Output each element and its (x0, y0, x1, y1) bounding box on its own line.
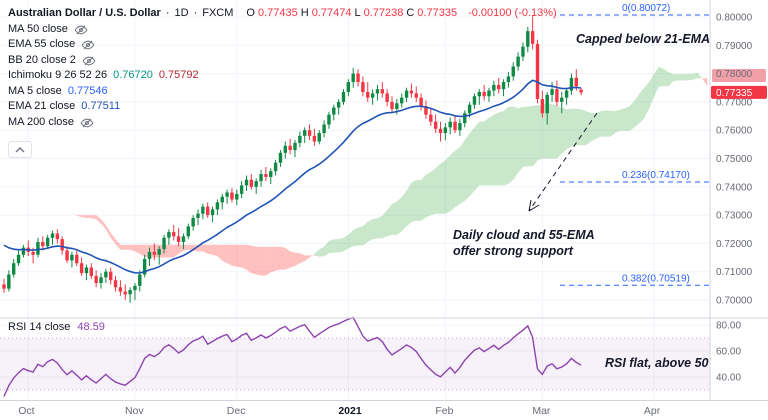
svg-text:0.77000: 0.77000 (716, 97, 753, 108)
time-axis-label: Mar (532, 405, 551, 417)
svg-text:0.79000: 0.79000 (716, 41, 753, 52)
svg-text:0.76000: 0.76000 (716, 126, 753, 137)
svg-text:0.77335: 0.77335 (716, 88, 753, 99)
rsi-legend: RSI 14 close 48.59 (8, 321, 105, 333)
visibility-eye-icon[interactable] (74, 24, 88, 36)
ohlc-value: 0.77238 (363, 7, 404, 19)
indicator-label: EMA 21 close (8, 100, 76, 112)
time-axis-label: Oct (18, 405, 35, 417)
time-axis-label: 2021 (338, 405, 362, 417)
indicator-row: BB 20 close 2 (8, 53, 557, 69)
visibility-eye-icon[interactable] (81, 39, 95, 51)
svg-text:0.78000: 0.78000 (716, 69, 753, 80)
chart-legend: Australian Dollar / U.S. Dollar · 1D · F… (8, 6, 557, 130)
indicator-value: 0.77546 (67, 84, 108, 97)
annotation-rsi-flat[interactable]: RSI flat, above 50 (605, 356, 709, 370)
indicator-list: MA 50 close EMA 55 close BB 20 close 2 Ichi… (8, 22, 557, 131)
indicator-label: EMA 55 close (8, 38, 76, 50)
visibility-eye-icon[interactable] (82, 55, 96, 67)
indicator-row: MA 50 close (8, 22, 557, 38)
time-axis-label: Feb (435, 405, 454, 417)
time-axis-label: Dec (226, 405, 246, 417)
svg-text:0.71000: 0.71000 (716, 267, 753, 278)
svg-text:0.382(0.70519): 0.382(0.70519) (622, 273, 690, 284)
ohlc-key: C (406, 7, 415, 19)
indicator-value: 0.76720 (113, 69, 153, 81)
indicator-row: MA 200 close (8, 115, 557, 131)
svg-text:0(0.80072): 0(0.80072) (622, 3, 670, 14)
indicator-value: 0.75792 (158, 69, 199, 81)
symbol-title-row: Australian Dollar / U.S. Dollar · 1D · F… (8, 6, 557, 22)
indicator-label: MA 200 close (8, 115, 75, 128)
title-separator: · (165, 7, 170, 19)
svg-text:0.236(0.74170): 0.236(0.74170) (622, 170, 690, 181)
ohlc-value: 0.77335 (417, 7, 458, 19)
exchange-label: FXCM (202, 7, 234, 19)
visibility-eye-icon[interactable] (80, 117, 94, 129)
svg-text:0.74000: 0.74000 (716, 182, 753, 193)
svg-text:0.75000: 0.75000 (716, 154, 753, 165)
rsi-label: RSI 14 close (8, 321, 71, 333)
title-separator: · (193, 7, 198, 19)
chart-canvas[interactable]: 0(0.80072) 0.236(0.74170) 0.382(0.70519) 0.… (0, 0, 768, 400)
indicator-row: Ichimoku 9 26 52 26 0.76720 0.75792 (8, 68, 557, 84)
indicator-row: EMA 55 close (8, 37, 557, 53)
time-axis[interactable]: Oct Nov Dec 2021 Feb Mar Apr (0, 400, 768, 420)
ohlc-value: 0.77474 (311, 7, 352, 19)
indicator-label: MA 5 close (8, 84, 62, 97)
time-axis-label: Apr (643, 405, 661, 417)
indicator-label: MA 50 close (8, 22, 68, 35)
indicator-row: MA 5 close 0.77546 (8, 84, 557, 100)
svg-text:0.73000: 0.73000 (716, 211, 753, 222)
svg-text:60.00: 60.00 (716, 347, 741, 358)
chevron-up-icon (15, 146, 25, 153)
ohlc-value: 0.77435 (257, 7, 298, 19)
svg-text:0.72000: 0.72000 (716, 239, 753, 250)
ohlc-key: L (354, 7, 361, 19)
indicator-label: BB 20 close 2 (8, 53, 76, 66)
rsi-value: 48.59 (77, 321, 105, 333)
time-axis-label: Nov (124, 405, 144, 417)
svg-text:80.00: 80.00 (716, 321, 741, 332)
svg-text:0.70000: 0.70000 (716, 296, 753, 307)
indicator-row: EMA 21 close 0.77511 (8, 99, 557, 115)
svg-text:40.00: 40.00 (716, 373, 741, 384)
ohlc-key: O (246, 7, 255, 19)
annotation-line: offer strong support (453, 244, 573, 258)
annotation-line: Daily cloud and 55-EMA (453, 228, 595, 242)
indicator-label: Ichimoku 9 26 52 26 (8, 69, 108, 81)
symbol-title[interactable]: Australian Dollar / U.S. Dollar (8, 7, 161, 19)
price-axis[interactable] (710, 0, 768, 400)
svg-text:0.80000: 0.80000 (716, 13, 753, 24)
interval-label[interactable]: 1D (174, 7, 189, 19)
indicator-value: 0.77511 (81, 100, 121, 112)
ohlc-key: H (300, 7, 309, 19)
legend-collapse-button[interactable] (8, 141, 32, 158)
change-value: -0.00100 (-0.13%) (468, 7, 557, 19)
ohlc-values: O 0.77435 H 0.77474 L 0.77238 C 0.77335 (246, 6, 457, 22)
annotation-capped-below-21ema[interactable]: Capped below 21-EMA (576, 32, 711, 46)
annotation-cloud-support[interactable]: Daily cloud and 55-EMA offer strong supp… (453, 227, 595, 259)
